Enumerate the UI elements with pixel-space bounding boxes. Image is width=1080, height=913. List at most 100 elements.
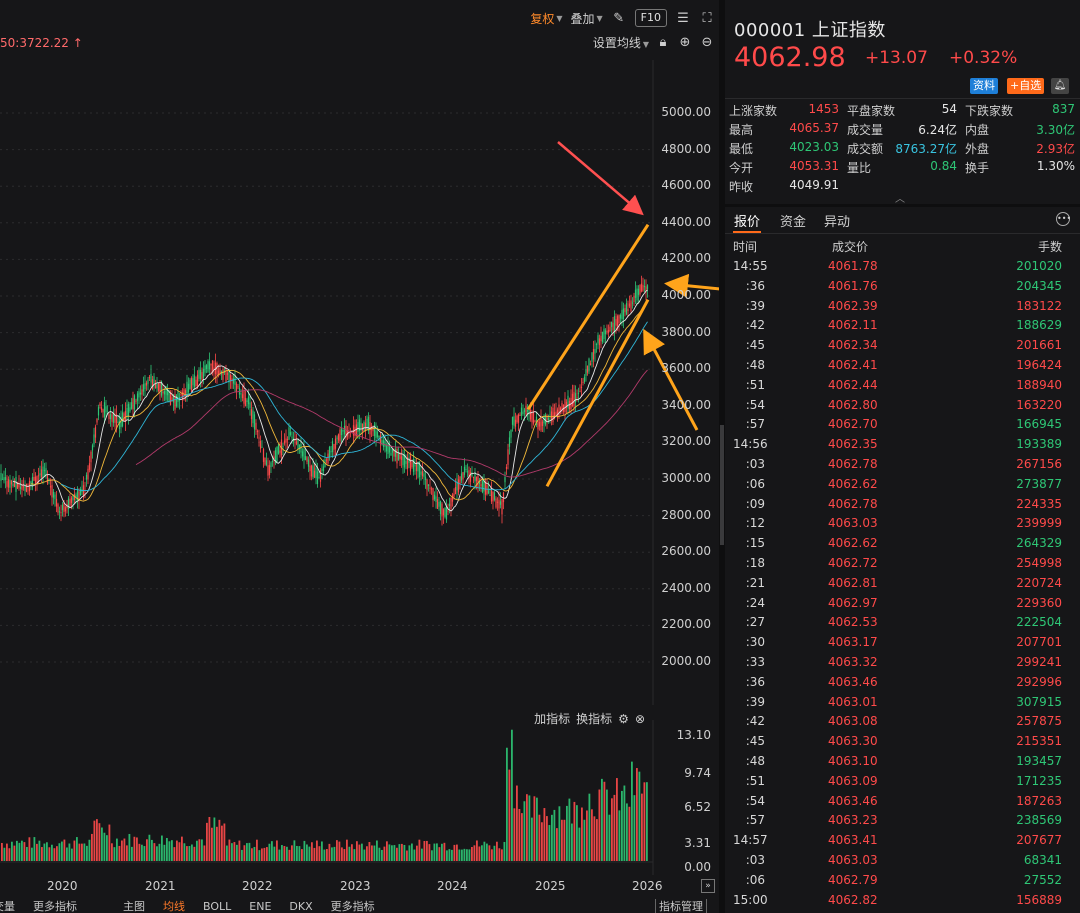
zoom-out-icon[interactable]: ⊖ <box>701 35 713 50</box>
volume-bar <box>91 833 93 861</box>
candle-body <box>180 394 182 396</box>
lock-icon[interactable]: 🔒︎ <box>659 35 667 50</box>
candle-body <box>625 303 628 315</box>
fullscreen-icon[interactable]: ⛶ <box>702 10 712 26</box>
volume-bar <box>228 839 231 861</box>
price-chart[interactable] <box>0 60 719 705</box>
fuquan-dropdown[interactable]: 复权 ▼ <box>530 10 562 27</box>
info-button[interactable]: 资料 <box>970 78 998 94</box>
volume-bar <box>431 850 433 861</box>
indicator-manage-button[interactable]: 指标管理 <box>655 899 707 913</box>
tab-alerts[interactable]: 异动 <box>824 215 851 230</box>
year-tick-label: 2022 <box>242 879 273 893</box>
candle-body <box>270 462 272 468</box>
add-indicator-button[interactable]: 加指标 <box>534 712 571 726</box>
candle-body <box>396 448 398 464</box>
ma-settings-dropdown[interactable]: 设置均线 ▼ <box>593 34 649 51</box>
volume-bar <box>141 844 143 861</box>
tick-list[interactable]: 14:55 4061.78 201020:36 4061.76 204345:39 406… <box>725 256 1080 909</box>
zoom-in-icon[interactable]: ⊕ <box>679 35 691 50</box>
splitter-handle[interactable] <box>720 425 724 545</box>
expand-icon[interactable]: » <box>701 879 715 893</box>
tab-volume[interactable]: 成交量 <box>0 900 15 913</box>
tab-dkx[interactable]: DKX <box>289 899 313 913</box>
volume-bar <box>166 838 168 861</box>
volume-bar <box>131 846 133 861</box>
volume-bar <box>151 839 153 861</box>
candle-body <box>96 418 98 423</box>
candle-body <box>15 476 17 492</box>
candle-body <box>237 386 239 388</box>
tab-boll[interactable]: BOLL <box>203 899 232 913</box>
candle-body <box>424 476 427 481</box>
stat-label: 上涨家数 <box>729 104 778 118</box>
overlay-dropdown[interactable]: 叠加 ▼ <box>571 10 603 27</box>
candle-body <box>475 476 478 481</box>
candle-body <box>0 473 2 481</box>
candle-body <box>253 414 256 430</box>
tick-time: :54 <box>745 793 765 808</box>
volume-bar <box>646 782 648 861</box>
price-tick-label: 2800.00 <box>661 507 711 522</box>
candle-body <box>76 489 79 500</box>
more-icon[interactable]: ••• <box>1056 212 1071 226</box>
candle-body <box>393 449 395 457</box>
candle-body <box>553 412 556 419</box>
kline-chart-panel[interactable]: 复权 ▼ 叠加 ▼ ✎ F10 ☰ ⛶ 50:3722.22 ↑ 设置均线 ▼ 🔒︎ … <box>0 0 719 913</box>
indicator-bar: 加指标 换指标 ⚙ ⊗ <box>534 710 645 727</box>
volume-bar <box>448 849 451 861</box>
gear-icon[interactable]: ⚙ <box>618 711 629 726</box>
volume-bar <box>383 846 386 861</box>
volume-bar <box>58 843 61 861</box>
candle-body <box>505 467 508 469</box>
switch-indicator-button[interactable]: 换指标 <box>576 712 613 726</box>
candle-body <box>331 441 334 453</box>
candle-body <box>63 502 65 512</box>
candle-body <box>403 454 406 468</box>
add-watchlist-button[interactable]: +自选 <box>1007 78 1045 94</box>
volume-bar <box>168 841 171 861</box>
volume-bar <box>161 835 163 861</box>
volume-bar <box>83 843 86 861</box>
tick-volume: 307915 <box>1016 694 1062 709</box>
candle-body <box>361 423 364 432</box>
bell-icon[interactable]: 🔔︎ <box>1051 78 1069 94</box>
tick-price: 4063.46 <box>828 793 878 808</box>
close-icon[interactable]: ⊗ <box>634 711 645 726</box>
tick-volume: 187263 <box>1016 793 1062 808</box>
tab-ma[interactable]: 均线 <box>163 900 185 913</box>
tab-ene[interactable]: ENE <box>249 899 272 913</box>
tab-funds[interactable]: 资金 <box>780 215 807 230</box>
moving-average-line <box>30 301 648 502</box>
tab-more-indicators-left[interactable]: 更多指标 <box>33 900 77 913</box>
candle-body <box>423 473 425 478</box>
candle-body <box>412 459 415 472</box>
stats-row: 昨收 4049.91 <box>725 176 1080 195</box>
tab-quotes[interactable]: 报价 <box>734 215 761 230</box>
volume-bar <box>336 840 338 861</box>
candle-body <box>64 507 67 512</box>
volume-chart[interactable] <box>0 720 719 875</box>
candle-body <box>364 422 367 431</box>
volume-bar <box>581 807 583 861</box>
tick-row: :57 4063.23 238569 <box>725 810 1080 830</box>
tab-main-chart[interactable]: 主图 <box>123 900 145 913</box>
tab-more-indicators[interactable]: 更多指标 <box>330 900 375 913</box>
tick-time: :45 <box>745 734 765 749</box>
brush-icon[interactable]: ✎ <box>613 10 625 26</box>
candle-body <box>97 407 100 416</box>
tick-price: 4063.41 <box>828 833 878 848</box>
moving-average-line <box>135 369 648 478</box>
candle-body <box>114 414 116 423</box>
f10-button[interactable]: F10 <box>634 9 667 27</box>
volume-bar <box>441 843 443 861</box>
volume-bar <box>631 761 633 861</box>
candle-body <box>88 463 91 470</box>
chevron-up-icon[interactable]: ︿ <box>895 194 905 205</box>
volume-bar <box>376 840 378 861</box>
volume-bar <box>223 823 226 861</box>
tick-volume: 68341 <box>1023 852 1062 867</box>
tick-price: 4062.11 <box>828 318 878 333</box>
sliders-icon[interactable]: ☰ <box>677 10 689 26</box>
orange-arrow-annotation <box>664 273 719 298</box>
